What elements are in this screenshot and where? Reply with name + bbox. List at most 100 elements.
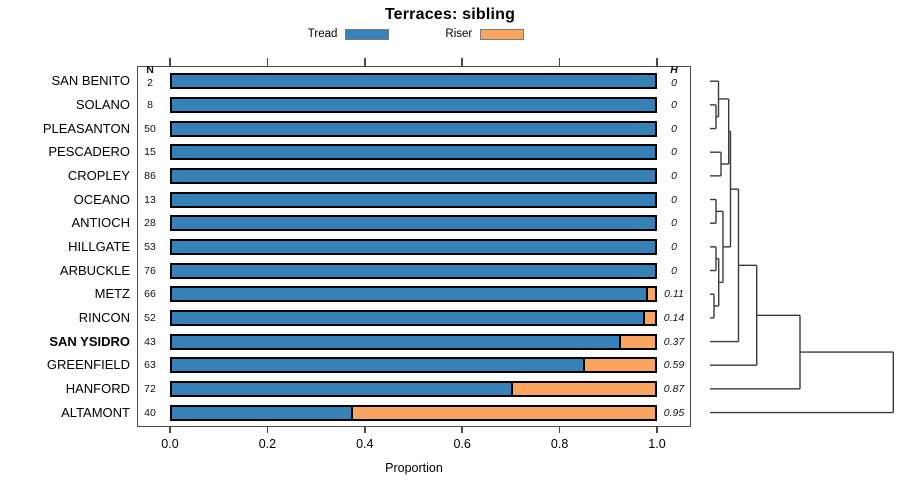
tread-swatch-icon	[345, 28, 390, 40]
stacked-bar	[170, 120, 657, 137]
h-column-header: H	[670, 64, 678, 76]
n-count: 2	[147, 76, 153, 89]
row-label: OCEANO	[73, 191, 130, 207]
h-entropy-value: 0	[671, 169, 677, 182]
row-label: CROPLEY	[67, 167, 130, 183]
row-label: METZ	[94, 286, 130, 302]
x-tick-label: 0.2	[258, 437, 277, 451]
riser-segment	[584, 359, 655, 372]
legend-item-tread: Tread	[308, 28, 390, 40]
row-label: PLEASANTON	[42, 120, 130, 136]
tread-segment	[172, 193, 655, 206]
riser-segment	[512, 382, 655, 395]
stacked-bar	[170, 144, 657, 161]
riser-segment	[621, 335, 655, 348]
h-entropy-value: 0	[671, 193, 677, 206]
row-label: ARBUCKLE	[59, 262, 130, 278]
n-column-header: N	[146, 64, 154, 76]
row-label: SAN YSIDRO	[49, 333, 130, 349]
legend-label-tread: Tread	[307, 28, 338, 40]
row-label: ALTAMONT	[61, 404, 130, 420]
row-label: HANFORD	[65, 380, 130, 396]
tread-segment	[172, 240, 655, 253]
n-count: 76	[144, 264, 156, 277]
h-entropy-value: 0.59	[663, 359, 685, 372]
tread-segment	[172, 122, 655, 135]
tread-segment	[172, 264, 655, 277]
n-count: 28	[144, 217, 156, 230]
riser-segment	[353, 406, 655, 419]
h-entropy-value: 0	[671, 98, 677, 111]
h-entropy-value: 0	[671, 240, 677, 253]
stacked-bar	[170, 309, 657, 326]
chart-title: Terraces: sibling	[384, 6, 516, 23]
h-entropy-value: 0.95	[663, 406, 685, 419]
n-count: 50	[144, 122, 156, 135]
n-count: 66	[144, 288, 156, 301]
stacked-bar	[170, 96, 657, 113]
row-label: ANTIOCH	[71, 215, 131, 231]
bottom-tick-mark	[461, 426, 463, 433]
bottom-tick-mark	[266, 426, 269, 433]
tread-segment	[172, 311, 646, 324]
stacked-bar	[170, 380, 657, 397]
h-entropy-value: 0.87	[663, 382, 685, 395]
top-tick-mark	[266, 58, 269, 66]
tread-segment	[172, 406, 354, 419]
stacked-bar	[170, 404, 657, 421]
tread-segment	[172, 217, 655, 230]
h-entropy-value: 0.37	[663, 335, 685, 348]
n-count: 15	[144, 146, 156, 159]
top-tick-mark	[558, 58, 561, 66]
riser-segment	[645, 311, 655, 324]
n-count: 43	[144, 335, 156, 348]
plot-frame	[137, 66, 691, 427]
x-tick-label: 0.4	[356, 437, 374, 451]
bottom-tick-mark	[558, 426, 561, 433]
legend-item-riser: Riser	[445, 28, 525, 40]
x-tick-label: 0.6	[453, 437, 471, 451]
stacked-bar	[170, 286, 657, 303]
stacked-bar	[170, 333, 657, 350]
n-count: 52	[144, 311, 156, 324]
bottom-tick-mark	[364, 426, 366, 433]
stacked-bar	[170, 191, 657, 208]
n-count: 53	[144, 240, 156, 253]
tread-segment	[172, 169, 655, 182]
h-entropy-value: 0.11	[664, 288, 684, 301]
row-label: SOLANO	[75, 96, 130, 112]
legend-label-riser: Riser	[445, 28, 473, 40]
tread-segment	[172, 98, 655, 111]
row-label: RINCON	[78, 309, 130, 325]
stacked-bar	[170, 167, 657, 184]
stacked-bar	[170, 215, 657, 232]
bottom-tick-mark	[169, 426, 171, 433]
n-count: 40	[144, 406, 156, 419]
row-label: PESCADERO	[48, 144, 130, 160]
riser-segment	[647, 288, 655, 301]
n-count: 72	[144, 382, 156, 395]
tread-segment	[172, 335, 622, 348]
stacked-bar	[170, 357, 657, 374]
tread-segment	[172, 288, 648, 301]
h-entropy-value: 0	[671, 122, 677, 135]
n-count: 13	[144, 193, 156, 206]
top-tick-mark	[169, 58, 171, 66]
row-label: GREENFIELD	[46, 357, 130, 373]
row-label: HILLGATE	[68, 238, 130, 254]
n-count: 8	[147, 98, 153, 111]
top-tick-mark	[656, 58, 658, 66]
tread-segment	[172, 146, 655, 159]
n-count: 63	[144, 359, 156, 372]
x-tick-label: 1.0	[648, 437, 666, 451]
stacked-bar	[170, 262, 657, 279]
x-tick-label: 0.8	[550, 437, 569, 451]
h-entropy-value: 0	[671, 76, 677, 89]
bottom-tick-mark	[656, 426, 658, 433]
h-entropy-value: 0.14	[663, 311, 685, 324]
legend: Tread Riser	[0, 26, 832, 42]
h-entropy-value: 0	[671, 217, 677, 230]
stacked-bar	[170, 238, 657, 255]
